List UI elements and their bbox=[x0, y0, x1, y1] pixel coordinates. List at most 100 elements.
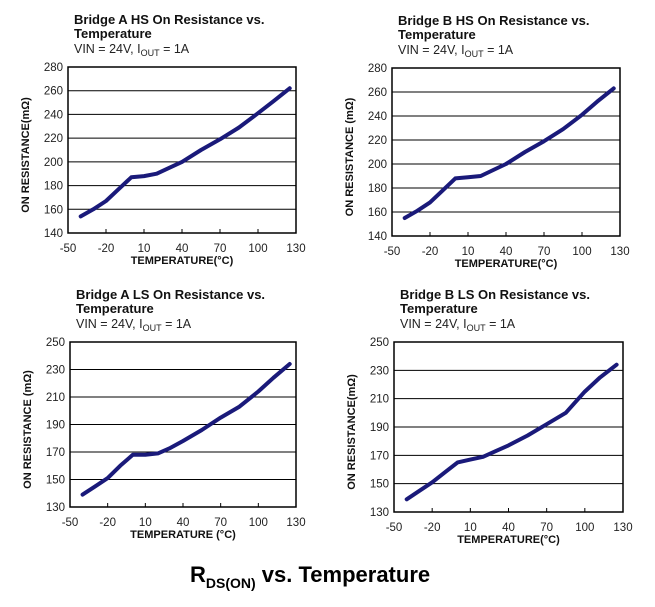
y-tick-label: 140 bbox=[368, 231, 387, 243]
y-tick-label: 220 bbox=[44, 133, 63, 145]
caption-sub: DS(ON) bbox=[206, 575, 256, 591]
subtitle-pre: VIN = 24V, I bbox=[76, 317, 143, 331]
chart-subtitle: VIN = 24V, IOUT = 1A bbox=[398, 43, 514, 59]
x-tick-label: 10 bbox=[139, 517, 152, 529]
x-tick-label: 70 bbox=[214, 517, 227, 529]
y-tick-label: 260 bbox=[368, 87, 387, 99]
x-tick-label: 40 bbox=[502, 522, 515, 534]
x-tick-label: 130 bbox=[613, 522, 632, 534]
subtitle-post: = 1A bbox=[160, 42, 190, 56]
chart-0: Bridge A HS On Resistance vs.Temperature… bbox=[20, 12, 306, 267]
y-axis-label: ON RESISTANCE (mΩ) bbox=[344, 97, 356, 216]
chart-title-line2: Temperature bbox=[76, 301, 154, 316]
figure-caption: RDS(ON) vs. Temperature bbox=[190, 562, 430, 591]
y-tick-label: 130 bbox=[46, 502, 65, 514]
y-tick-label: 180 bbox=[368, 183, 387, 195]
y-tick-label: 230 bbox=[46, 365, 65, 377]
x-tick-label: 130 bbox=[610, 246, 629, 258]
subtitle-pre: VIN = 24V, I bbox=[400, 317, 467, 331]
chart-title-line1: Bridge B LS On Resistance vs. bbox=[400, 287, 590, 302]
subtitle-post: = 1A bbox=[484, 43, 514, 57]
y-tick-label: 280 bbox=[44, 62, 63, 74]
x-tick-label: 70 bbox=[214, 243, 227, 255]
y-tick-label: 180 bbox=[44, 181, 63, 193]
x-tick-label: 10 bbox=[464, 522, 477, 534]
y-tick-label: 210 bbox=[46, 392, 65, 404]
x-tick-label: 40 bbox=[176, 243, 189, 255]
chart-title-line2: Temperature bbox=[400, 301, 478, 316]
x-tick-label: 70 bbox=[538, 246, 551, 258]
x-tick-label: -50 bbox=[386, 522, 403, 534]
y-tick-label: 150 bbox=[370, 479, 389, 491]
x-tick-label: -20 bbox=[422, 246, 439, 258]
plot-area bbox=[67, 66, 297, 234]
chart-title-line2: Temperature bbox=[74, 26, 152, 41]
x-tick-label: 130 bbox=[286, 243, 305, 255]
chart-2: Bridge A LS On Resistance vs.Temperature… bbox=[22, 287, 306, 541]
x-axis-label: TEMPERATURE(°C) bbox=[131, 255, 234, 267]
subtitle-sub: OUT bbox=[465, 49, 485, 59]
subtitle-post: = 1A bbox=[162, 317, 192, 331]
y-tick-label: 150 bbox=[46, 475, 65, 487]
chart-1: Bridge B HS On Resistance vs.Temperature… bbox=[344, 13, 630, 270]
x-tick-label: -20 bbox=[99, 517, 116, 529]
y-axis-label: ON RESISTANCE(mΩ) bbox=[346, 374, 358, 490]
x-tick-label: -20 bbox=[98, 243, 115, 255]
y-tick-label: 220 bbox=[368, 135, 387, 147]
y-tick-label: 190 bbox=[370, 422, 389, 434]
caption-rest: vs. Temperature bbox=[256, 562, 430, 587]
y-tick-label: 250 bbox=[370, 337, 389, 349]
chart-title-line1: Bridge B HS On Resistance vs. bbox=[398, 13, 589, 28]
x-tick-label: 40 bbox=[500, 246, 513, 258]
y-tick-label: 210 bbox=[370, 394, 389, 406]
x-tick-label: 100 bbox=[575, 522, 594, 534]
x-tick-label: 10 bbox=[462, 246, 475, 258]
chart-title-line1: Bridge A LS On Resistance vs. bbox=[76, 287, 265, 302]
y-tick-label: 200 bbox=[368, 159, 387, 171]
y-tick-label: 170 bbox=[46, 447, 65, 459]
y-axis-label: ON RESISTANCE(mΩ) bbox=[20, 97, 32, 213]
chart-subtitle: VIN = 24V, IOUT = 1A bbox=[74, 42, 190, 58]
subtitle-pre: VIN = 24V, I bbox=[74, 42, 141, 56]
y-tick-label: 260 bbox=[44, 86, 63, 98]
x-tick-label: 100 bbox=[248, 243, 267, 255]
x-tick-label: 10 bbox=[138, 243, 151, 255]
subtitle-pre: VIN = 24V, I bbox=[398, 43, 465, 57]
subtitle-sub: OUT bbox=[467, 323, 487, 333]
chart-subtitle: VIN = 24V, IOUT = 1A bbox=[76, 317, 192, 333]
y-tick-label: 250 bbox=[46, 337, 65, 349]
y-tick-label: 240 bbox=[368, 111, 387, 123]
y-tick-label: 190 bbox=[46, 420, 65, 432]
y-tick-label: 280 bbox=[368, 63, 387, 75]
y-tick-label: 130 bbox=[370, 507, 389, 519]
y-tick-label: 160 bbox=[368, 207, 387, 219]
chart-subtitle: VIN = 24V, IOUT = 1A bbox=[400, 317, 516, 333]
y-tick-label: 240 bbox=[44, 109, 63, 121]
x-tick-label: 130 bbox=[286, 517, 305, 529]
y-tick-label: 230 bbox=[370, 365, 389, 377]
x-axis-label: TEMPERATURE (°C) bbox=[130, 529, 236, 541]
x-axis-label: TEMPERATURE(°C) bbox=[457, 534, 560, 546]
x-axis-label: TEMPERATURE(°C) bbox=[455, 258, 558, 270]
subtitle-sub: OUT bbox=[143, 323, 163, 333]
x-tick-label: -50 bbox=[62, 517, 79, 529]
x-tick-label: 70 bbox=[540, 522, 553, 534]
x-tick-label: 100 bbox=[572, 246, 591, 258]
chart-3: Bridge B LS On Resistance vs.Temperature… bbox=[346, 287, 633, 546]
y-axis-label: ON RESISTANCE (mΩ) bbox=[22, 370, 34, 489]
x-tick-label: -50 bbox=[60, 243, 77, 255]
x-tick-label: -50 bbox=[384, 246, 401, 258]
plot-area bbox=[391, 67, 621, 237]
y-tick-label: 160 bbox=[44, 204, 63, 216]
y-tick-label: 140 bbox=[44, 228, 63, 240]
caption-main: R bbox=[190, 562, 206, 587]
subtitle-post: = 1A bbox=[486, 317, 516, 331]
chart-title-line2: Temperature bbox=[398, 27, 476, 42]
x-tick-label: -20 bbox=[424, 522, 441, 534]
y-tick-label: 170 bbox=[370, 450, 389, 462]
chart-title-line1: Bridge A HS On Resistance vs. bbox=[74, 12, 265, 27]
y-tick-label: 200 bbox=[44, 157, 63, 169]
x-tick-label: 100 bbox=[249, 517, 268, 529]
x-tick-label: 40 bbox=[177, 517, 190, 529]
